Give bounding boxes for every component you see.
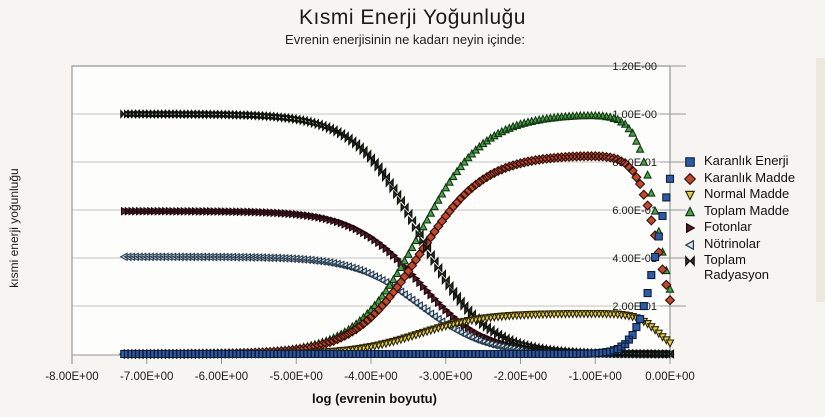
legend-item-notrinolar: Nötrinolar	[684, 235, 820, 252]
x-tick-label: 0.00E+00	[645, 371, 695, 383]
series-markers	[120, 174, 675, 359]
series-karanlik-enerji	[120, 174, 675, 359]
toplam-radyasyon-marker-icon	[685, 255, 695, 267]
legend-item-normal-madde: Normal Madde	[684, 186, 820, 202]
legend-item-toplam-radyasyon: Toplam Radyasyon	[684, 252, 820, 282]
legend-label: Karanlık Madde	[704, 169, 796, 185]
toplam-madde-marker-icon	[684, 205, 696, 216]
x-tick-label: -8.00E+00	[45, 371, 98, 383]
x-axis-title: log (evrenin boyutu)	[312, 391, 437, 406]
legend-label: Toplam Radyasyon	[704, 252, 770, 282]
chart-subtitle: Evrenin enerjisinin ne kadarı neyin için…	[285, 32, 525, 47]
legend: Karanlık Enerji Karanlık Madde Normal Madd…	[684, 153, 820, 284]
x-tick-label: -3.00E+00	[419, 371, 472, 383]
legend-label: Fotonlar	[704, 219, 752, 234]
legend-label: Nötrinolar	[704, 235, 761, 251]
notrinolar-marker-icon	[684, 239, 694, 250]
x-tick-label: -4.00E+00	[344, 371, 397, 383]
chart-title: Kısmi Enerji Yoğunluğu	[299, 6, 526, 29]
karanlik-enerji-marker-icon	[685, 157, 695, 167]
legend-label: Karanlık Enerji	[704, 153, 789, 168]
normal-madde-marker-icon	[684, 190, 696, 201]
scan-artifact	[816, 58, 825, 302]
y-tick-label: 1.00E-00	[612, 109, 657, 121]
x-tick-label: -5.00E+00	[270, 371, 323, 383]
x-tick-label: -7.00E+00	[120, 371, 173, 383]
x-tick-label: -6.00E+00	[195, 371, 248, 383]
legend-item-karanlik-madde: Karanlık Madde	[684, 169, 820, 186]
y-tick-label: 4.00E-01	[612, 253, 657, 265]
y-axis-title: kısmi enerji yoğunluğu	[7, 168, 21, 288]
legend-label: Toplam Madde	[704, 202, 790, 218]
x-tick-label: -2.00E+00	[494, 371, 547, 383]
fotonlar-marker-icon	[686, 222, 696, 234]
legend-item-toplam-madde: Toplam Madde	[684, 202, 820, 219]
y-tick-label: 1.20E-00	[612, 61, 657, 73]
karanlik-madde-marker-icon	[684, 172, 696, 185]
legend-label: Normal Madde	[704, 186, 790, 201]
legend-item-karanlik-enerji: Karanlık Enerji	[684, 153, 820, 169]
legend-item-fotonlar: Fotonlar	[684, 219, 820, 235]
x-tick-label: -1.00E+00	[569, 371, 622, 383]
